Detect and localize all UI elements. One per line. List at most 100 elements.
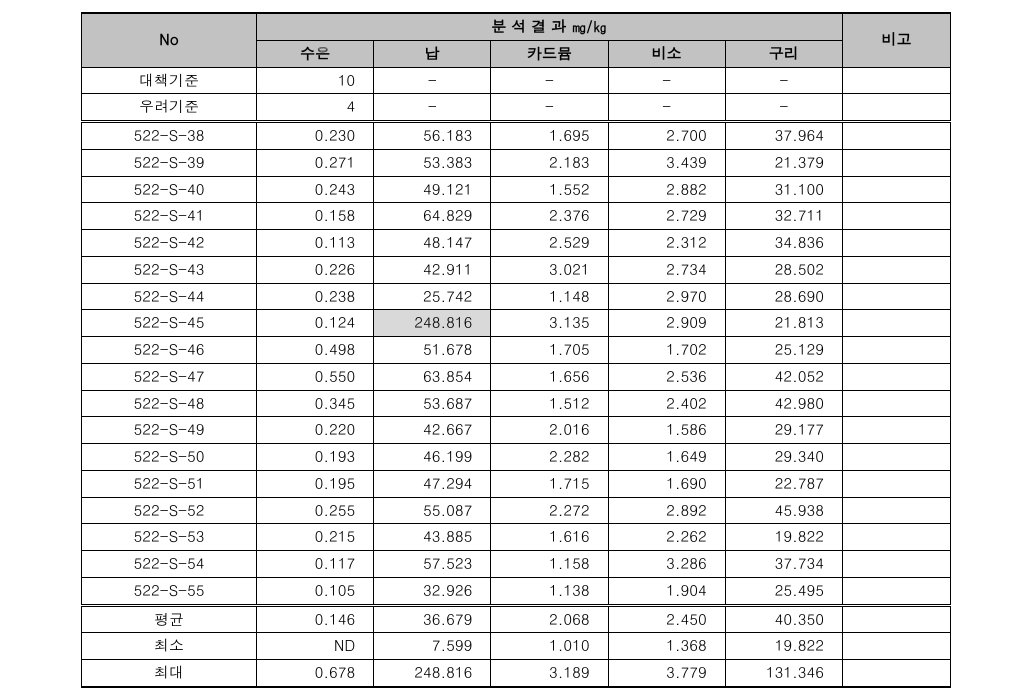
data-row-13-val-2: 1.715 [491,470,608,497]
data-row-12-note [843,444,951,471]
data-row-8: 522-S-460.49851.6781.7051.70225.129 [82,337,951,364]
data-row-8-val-3: 1.702 [608,337,725,364]
data-row-0-val-0: 0.230 [257,122,374,150]
data-row-8-val-2: 1.705 [491,337,608,364]
data-row-8-val-4: 25.129 [725,337,842,364]
data-row-14: 522-S-520.25555.0872.2722.89245.938 [82,497,951,524]
data-row-3-val-4: 32.711 [725,203,842,230]
data-row-10-val-3: 2.402 [608,390,725,417]
summary-row-1-val-4: 19.822 [725,633,842,660]
summary-row-0-label: 평균 [82,605,257,633]
data-row-14-val-2: 2.272 [491,497,608,524]
data-row-9-val-1: 63.854 [374,363,491,390]
data-row-16-val-0: 0.117 [257,551,374,578]
criteria-row-1-label: 우려기준 [82,94,257,122]
summary-row-0-val-3: 2.450 [608,605,725,633]
data-row-1-val-3: 3.439 [608,149,725,176]
data-row-16-val-2: 1.158 [491,551,608,578]
data-row-4-val-0: 0.113 [257,230,374,257]
summary-row-1-val-3: 1.368 [608,633,725,660]
data-row-12: 522-S-500.19346.1992.2821.64929.340 [82,444,951,471]
data-row-10-val-1: 53.687 [374,390,491,417]
data-row-14-val-3: 2.892 [608,497,725,524]
data-row-2-val-4: 31.100 [725,176,842,203]
col-header-metal-1: 납 [374,40,491,67]
data-row-14-note [843,497,951,524]
col-header-metal-3: 비소 [608,40,725,67]
data-row-11-note [843,417,951,444]
data-row-9-val-3: 2.536 [608,363,725,390]
criteria-row-1-note [843,94,951,122]
data-row-15-label: 522-S-53 [82,524,257,551]
summary-row-0-val-0: 0.146 [257,605,374,633]
data-row-2-val-2: 1.552 [491,176,608,203]
data-row-6-note [843,283,951,310]
data-row-7-val-4: 21.813 [725,310,842,337]
data-row-6: 522-S-440.23825.7421.1482.97028.690 [82,283,951,310]
data-row-16-val-1: 57.523 [374,551,491,578]
data-row-2-val-1: 49.121 [374,176,491,203]
data-row-0: 522-S-380.23056.1831.6952.70037.964 [82,122,951,150]
data-row-3-val-3: 2.729 [608,203,725,230]
data-row-4-note [843,230,951,257]
data-row-0-val-4: 37.964 [725,122,842,150]
summary-row-2-val-4: 131.346 [725,660,842,687]
summary-row-1-val-1: 7.599 [374,633,491,660]
data-row-16-label: 522-S-54 [82,551,257,578]
data-row-9-val-0: 0.550 [257,363,374,390]
data-row-9-val-4: 42.052 [725,363,842,390]
data-row-1-val-4: 21.379 [725,149,842,176]
data-row-14-val-4: 45.938 [725,497,842,524]
data-row-11-val-2: 2.016 [491,417,608,444]
data-row-13: 522-S-510.19547.2941.7151.69022.787 [82,470,951,497]
data-row-11-val-0: 0.220 [257,417,374,444]
summary-row-0-val-1: 36.679 [374,605,491,633]
summary-row-1-val-0: ND [257,633,374,660]
data-row-0-val-3: 2.700 [608,122,725,150]
data-row-17-note [843,577,951,605]
data-row-16-note [843,551,951,578]
data-row-9-note [843,363,951,390]
data-row-14-val-0: 0.255 [257,497,374,524]
data-row-13-val-0: 0.195 [257,470,374,497]
data-row-14-label: 522-S-52 [82,497,257,524]
criteria-row-0: 대책기준10---- [82,67,951,94]
data-row-17-val-0: 0.105 [257,577,374,605]
data-row-5-note [843,256,951,283]
data-row-1-label: 522-S-39 [82,149,257,176]
data-row-17-val-1: 32.926 [374,577,491,605]
data-row-10: 522-S-480.34553.6871.5122.40242.980 [82,390,951,417]
analysis-table: No 분 석 결 과 ㎎/㎏ 비고 수은 납 카드뮴 비소 구리 대책기준10-… [81,12,951,688]
data-row-15: 522-S-530.21543.8851.6162.26219.822 [82,524,951,551]
data-row-10-val-2: 1.512 [491,390,608,417]
summary-row-1-label: 최소 [82,633,257,660]
criteria-row-0-note [843,67,951,94]
summary-row-2-val-0: 0.678 [257,660,374,687]
data-row-11-val-3: 1.586 [608,417,725,444]
data-row-11-val-1: 42.667 [374,417,491,444]
summary-row-0-val-2: 2.068 [491,605,608,633]
data-row-7-val-3: 2.909 [608,310,725,337]
analysis-table-container: No 분 석 결 과 ㎎/㎏ 비고 수은 납 카드뮴 비소 구리 대책기준10-… [81,12,951,688]
data-row-9-label: 522-S-47 [82,363,257,390]
criteria-row-1-val-2: - [491,94,608,122]
data-row-6-val-2: 1.148 [491,283,608,310]
data-row-3: 522-S-410.15864.8292.3762.72932.711 [82,203,951,230]
data-row-7-val-1: 248.816 [374,310,491,337]
criteria-row-0-val-1: - [374,67,491,94]
data-row-6-label: 522-S-44 [82,283,257,310]
summary-row-2-val-2: 3.189 [491,660,608,687]
data-row-12-val-2: 2.282 [491,444,608,471]
data-row-5-label: 522-S-43 [82,256,257,283]
criteria-row-1-val-3: - [608,94,725,122]
data-row-2-val-0: 0.243 [257,176,374,203]
data-row-2-label: 522-S-40 [82,176,257,203]
data-row-8-label: 522-S-46 [82,337,257,364]
data-row-13-val-3: 1.690 [608,470,725,497]
data-row-17-val-4: 25.495 [725,577,842,605]
data-row-17-label: 522-S-55 [82,577,257,605]
data-row-4-val-2: 2.529 [491,230,608,257]
data-row-2-val-3: 2.882 [608,176,725,203]
data-row-16-val-3: 3.286 [608,551,725,578]
data-row-1-note [843,149,951,176]
